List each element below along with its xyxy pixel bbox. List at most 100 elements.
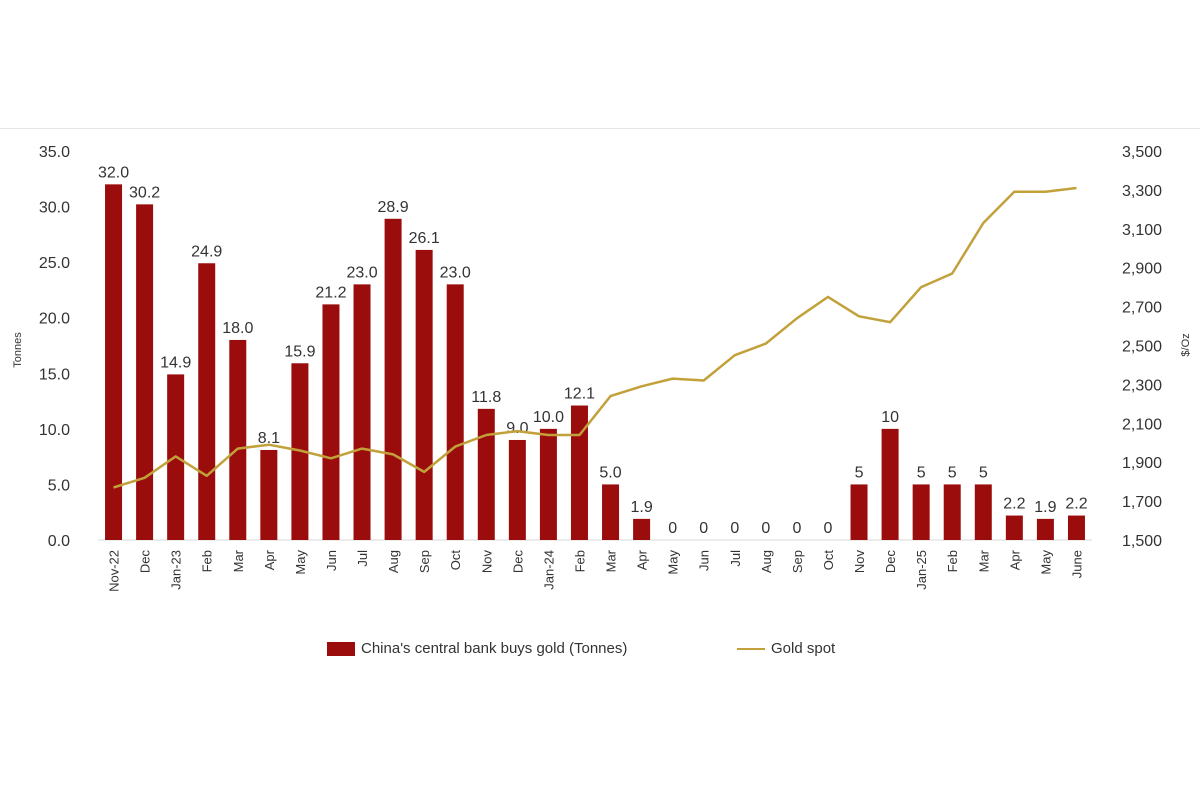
- left-axis-tick-label: 30.0: [39, 200, 70, 217]
- bar-value-label: 14.9: [160, 354, 191, 371]
- bar-value-label: 10: [881, 409, 899, 426]
- bar: [602, 484, 620, 540]
- bar-value-label: 32.0: [98, 164, 129, 181]
- x-axis-tick-label: Aug: [386, 550, 401, 573]
- x-axis-tick-label: Jan-25: [914, 550, 929, 590]
- x-axis-tick-label: Feb: [573, 550, 588, 572]
- bar: [446, 284, 464, 540]
- bar: [1036, 518, 1054, 540]
- bar: [105, 184, 123, 541]
- legend-bar-label: China's central bank buys gold (Tonnes): [361, 640, 628, 657]
- bar-value-label: 2.2: [1065, 496, 1087, 513]
- right-axis-tick-label: 3,300: [1122, 183, 1162, 200]
- x-axis-tick-label: May: [1038, 550, 1053, 575]
- bar: [912, 484, 930, 540]
- bar-value-label: 5: [979, 464, 988, 481]
- x-axis-tick-label: Dec: [510, 550, 525, 574]
- bar-value-label: 8.1: [258, 430, 280, 447]
- bar-value-label: 2.2: [1003, 496, 1025, 513]
- bar: [136, 204, 154, 540]
- right-axis-title: $/Oz: [1180, 333, 1192, 356]
- bar-value-label: 0: [792, 520, 801, 537]
- legend-line-swatch: [737, 647, 765, 650]
- bar-value-label: 30.2: [129, 184, 160, 201]
- bar: [384, 218, 402, 540]
- x-axis-tick-label: Oct: [448, 550, 463, 571]
- bar: [633, 518, 651, 540]
- x-axis-tick-label: Feb: [945, 550, 960, 572]
- bar-value-label: 5: [917, 464, 926, 481]
- left-axis-tick-label: 10.0: [39, 422, 70, 439]
- x-axis-tick-label: Mar: [976, 549, 991, 572]
- bar: [508, 439, 526, 540]
- bar-value-label: 26.1: [409, 230, 440, 247]
- bar-value-label: 0: [824, 520, 833, 537]
- bar-value-label: 11.8: [471, 389, 501, 406]
- bar-value-label: 9.0: [506, 420, 528, 437]
- left-axis-tick-label: 35.0: [39, 144, 70, 161]
- right-axis-tick-label: 1,700: [1122, 494, 1162, 511]
- bar-value-label: 5: [855, 464, 864, 481]
- legend-bar-swatch: [327, 641, 355, 656]
- x-axis-tick-label: Dec: [883, 550, 898, 574]
- right-axis-tick-label: 2,700: [1122, 300, 1162, 317]
- bar-value-label: 28.9: [378, 199, 409, 216]
- x-axis-tick-label: Sep: [417, 550, 432, 573]
- bar-value-label: 24.9: [191, 243, 222, 260]
- bar: [353, 284, 371, 540]
- x-axis-tick-label: Apr: [635, 549, 650, 570]
- x-axis-tick-label: Jul: [728, 550, 743, 567]
- left-axis-tick-label: 25.0: [39, 255, 70, 272]
- bar-value-label: 0: [761, 520, 770, 537]
- right-axis-tick-label: 1,900: [1122, 455, 1162, 472]
- x-axis-tick-label: Jun: [324, 550, 339, 571]
- x-axis-tick-label: Apr: [262, 549, 277, 570]
- bar: [415, 249, 433, 540]
- bar-value-label: 1.9: [630, 499, 652, 516]
- bar: [260, 449, 278, 540]
- bar: [477, 408, 495, 540]
- bar: [539, 428, 557, 540]
- x-axis-tick-label: May: [293, 550, 308, 575]
- right-axis-tick-label: 3,500: [1122, 144, 1162, 161]
- right-axis-tick-label: 2,900: [1122, 261, 1162, 278]
- bar-value-label: 0: [730, 520, 739, 537]
- bar: [974, 484, 992, 540]
- bar-value-label: 0: [699, 520, 708, 537]
- x-axis-tick-label: Jun: [697, 550, 712, 571]
- x-axis-tick-label: Feb: [200, 550, 215, 572]
- right-axis-tick-label: 3,100: [1122, 222, 1162, 239]
- x-axis-tick-label: Jan-24: [541, 550, 556, 590]
- right-axis-tick-label: 2,500: [1122, 339, 1162, 356]
- bar-value-label: 12.1: [564, 386, 595, 403]
- left-axis-tick-label: 5.0: [48, 477, 70, 494]
- x-axis-tick-label: June: [1070, 550, 1085, 578]
- x-axis-tick-label: Mar: [604, 549, 619, 572]
- bar-value-label: 5: [948, 464, 957, 481]
- bar-value-label: 23.0: [346, 264, 377, 281]
- bar-value-label: 15.9: [284, 343, 315, 360]
- x-axis-tick-label: May: [666, 550, 681, 575]
- x-axis-tick-label: Sep: [790, 550, 805, 573]
- legend-item-line: Gold spot: [737, 640, 835, 657]
- bar-value-label: 1.9: [1034, 499, 1056, 516]
- legend-line-label: Gold spot: [771, 640, 836, 657]
- bar-value-label: 0: [668, 520, 677, 537]
- x-axis-tick-label: Nov: [852, 550, 867, 574]
- left-axis-tick-label: 20.0: [39, 311, 70, 328]
- x-axis-tick-label: Nov: [479, 550, 494, 574]
- bar-value-label: 21.2: [315, 284, 346, 301]
- bar: [850, 484, 868, 540]
- right-axis-tick-label: 2,300: [1122, 377, 1162, 394]
- bar: [1067, 515, 1085, 540]
- left-axis-title: Tonnes: [12, 332, 24, 368]
- right-axis-tick-label: 2,100: [1122, 416, 1162, 433]
- bar: [229, 339, 247, 540]
- legend: China's central bank buys gold (Tonnes) …: [0, 640, 1200, 664]
- x-axis-tick-label: Dec: [138, 550, 153, 574]
- x-axis-tick-label: Apr: [1007, 549, 1022, 570]
- x-axis-tick-label: Nov-22: [107, 550, 122, 592]
- top-divider: [0, 128, 1200, 129]
